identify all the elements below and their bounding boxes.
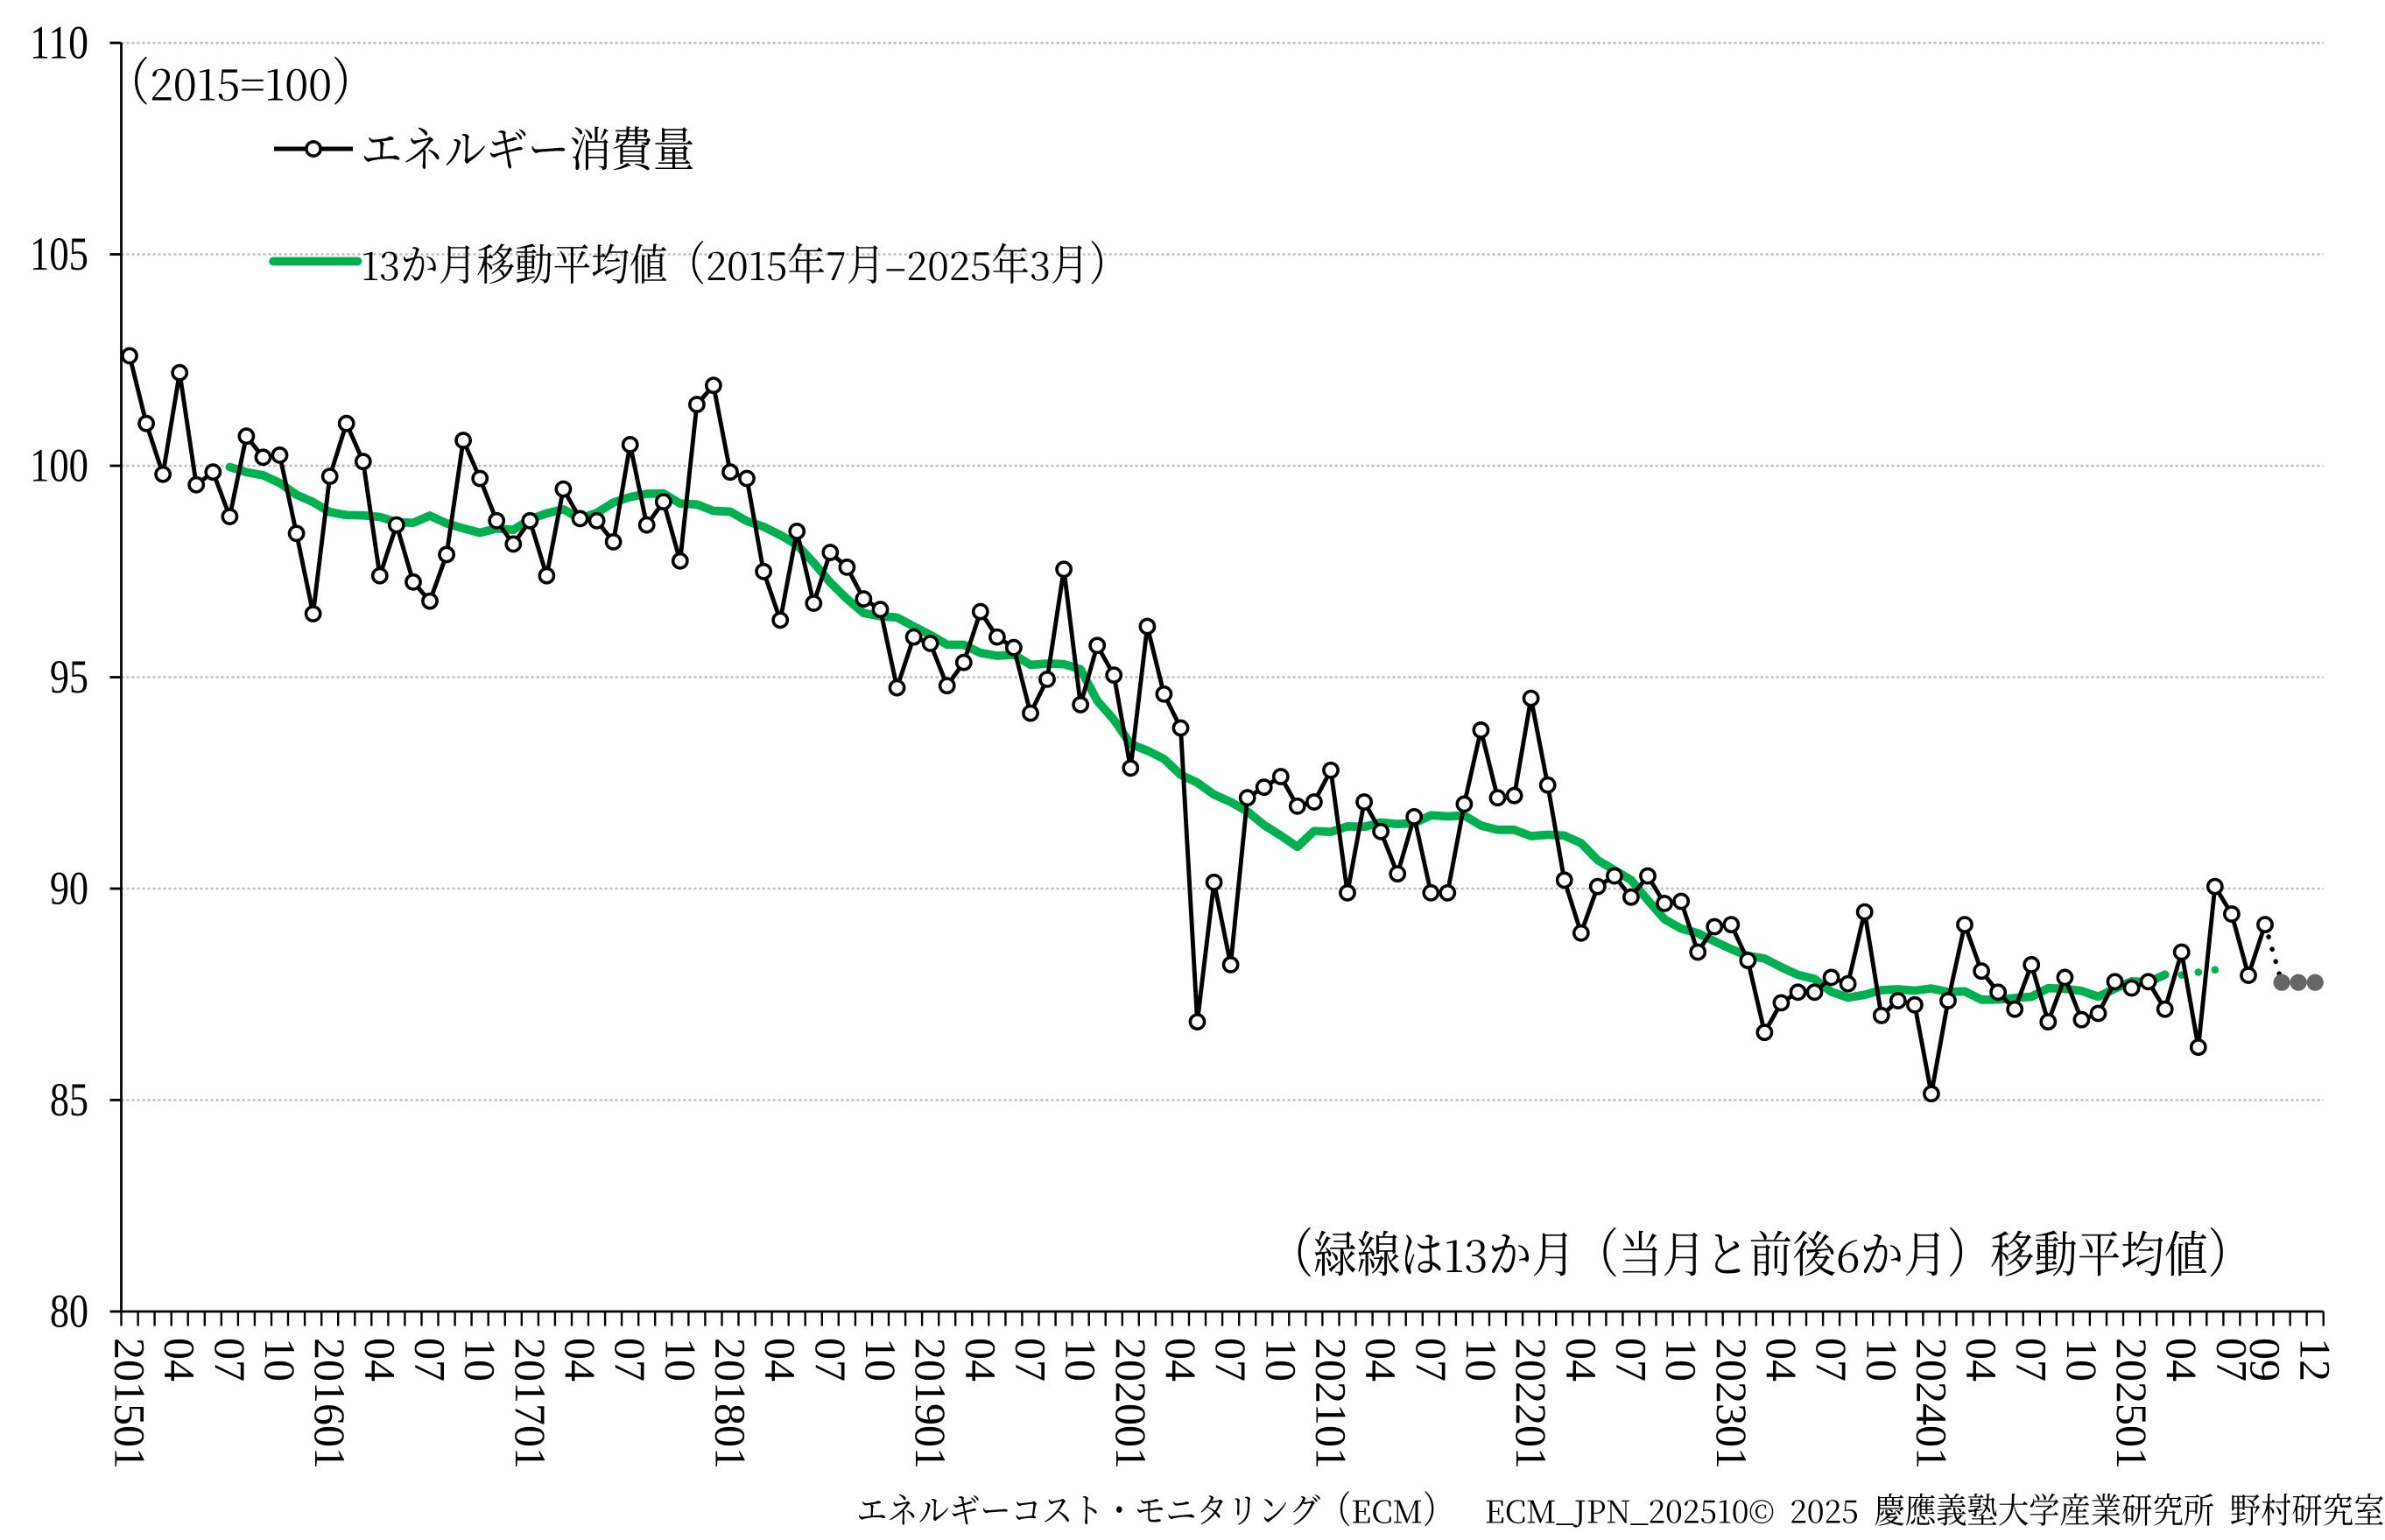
- svg-text:202101: 202101: [1307, 1338, 1356, 1469]
- svg-text:10: 10: [456, 1338, 505, 1382]
- svg-text:105: 105: [30, 228, 88, 280]
- svg-text:10: 10: [1057, 1338, 1106, 1382]
- svg-text:10: 10: [1857, 1338, 1906, 1382]
- svg-text:04: 04: [556, 1338, 605, 1382]
- svg-text:202501: 202501: [2107, 1338, 2156, 1469]
- svg-text:07: 07: [1207, 1338, 1256, 1382]
- svg-text:202201: 202201: [1507, 1338, 1556, 1469]
- svg-text:10: 10: [656, 1338, 705, 1382]
- svg-text:10: 10: [1256, 1338, 1305, 1382]
- svg-text:07: 07: [2207, 1338, 2256, 1382]
- svg-text:110: 110: [30, 17, 88, 69]
- svg-text:04: 04: [1958, 1338, 2007, 1382]
- svg-text:10: 10: [1657, 1338, 1706, 1382]
- svg-text:07: 07: [1807, 1338, 1856, 1382]
- svg-text:04: 04: [1357, 1338, 1406, 1382]
- svg-text:07: 07: [1007, 1338, 1056, 1382]
- svg-text:10: 10: [256, 1338, 305, 1382]
- svg-text:04: 04: [355, 1338, 405, 1382]
- svg-text:04: 04: [1557, 1338, 1606, 1382]
- svg-text:90: 90: [50, 862, 88, 915]
- svg-text:04: 04: [956, 1338, 1005, 1382]
- svg-text:04: 04: [2157, 1338, 2206, 1382]
- svg-text:95: 95: [50, 650, 88, 703]
- svg-text:85: 85: [50, 1073, 88, 1126]
- svg-text:07: 07: [1407, 1338, 1456, 1382]
- svg-text:04: 04: [156, 1338, 205, 1382]
- svg-text:201901: 201901: [906, 1338, 955, 1469]
- svg-text:10: 10: [2058, 1338, 2107, 1382]
- svg-text:202401: 202401: [1907, 1338, 1956, 1469]
- svg-text:201601: 201601: [306, 1338, 355, 1469]
- svg-text:80: 80: [50, 1285, 88, 1338]
- svg-text:10: 10: [856, 1338, 905, 1382]
- svg-text:12: 12: [2291, 1338, 2340, 1382]
- svg-text:201501: 201501: [106, 1338, 155, 1469]
- svg-text:100: 100: [30, 439, 88, 492]
- svg-text:202301: 202301: [1707, 1338, 1756, 1469]
- svg-text:09: 09: [2241, 1338, 2290, 1382]
- svg-text:07: 07: [2008, 1338, 2057, 1382]
- svg-text:07: 07: [406, 1338, 455, 1382]
- svg-text:202001: 202001: [1107, 1338, 1156, 1469]
- svg-text:07: 07: [206, 1338, 255, 1382]
- svg-text:04: 04: [1157, 1338, 1206, 1382]
- svg-text:07: 07: [606, 1338, 655, 1382]
- svg-text:201801: 201801: [707, 1338, 756, 1469]
- svg-text:04: 04: [756, 1338, 806, 1382]
- svg-text:04: 04: [1757, 1338, 1806, 1382]
- svg-text:10: 10: [1457, 1338, 1506, 1382]
- svg-text:201701: 201701: [506, 1338, 555, 1469]
- svg-text:07: 07: [1607, 1338, 1656, 1382]
- svg-text:07: 07: [806, 1338, 855, 1382]
